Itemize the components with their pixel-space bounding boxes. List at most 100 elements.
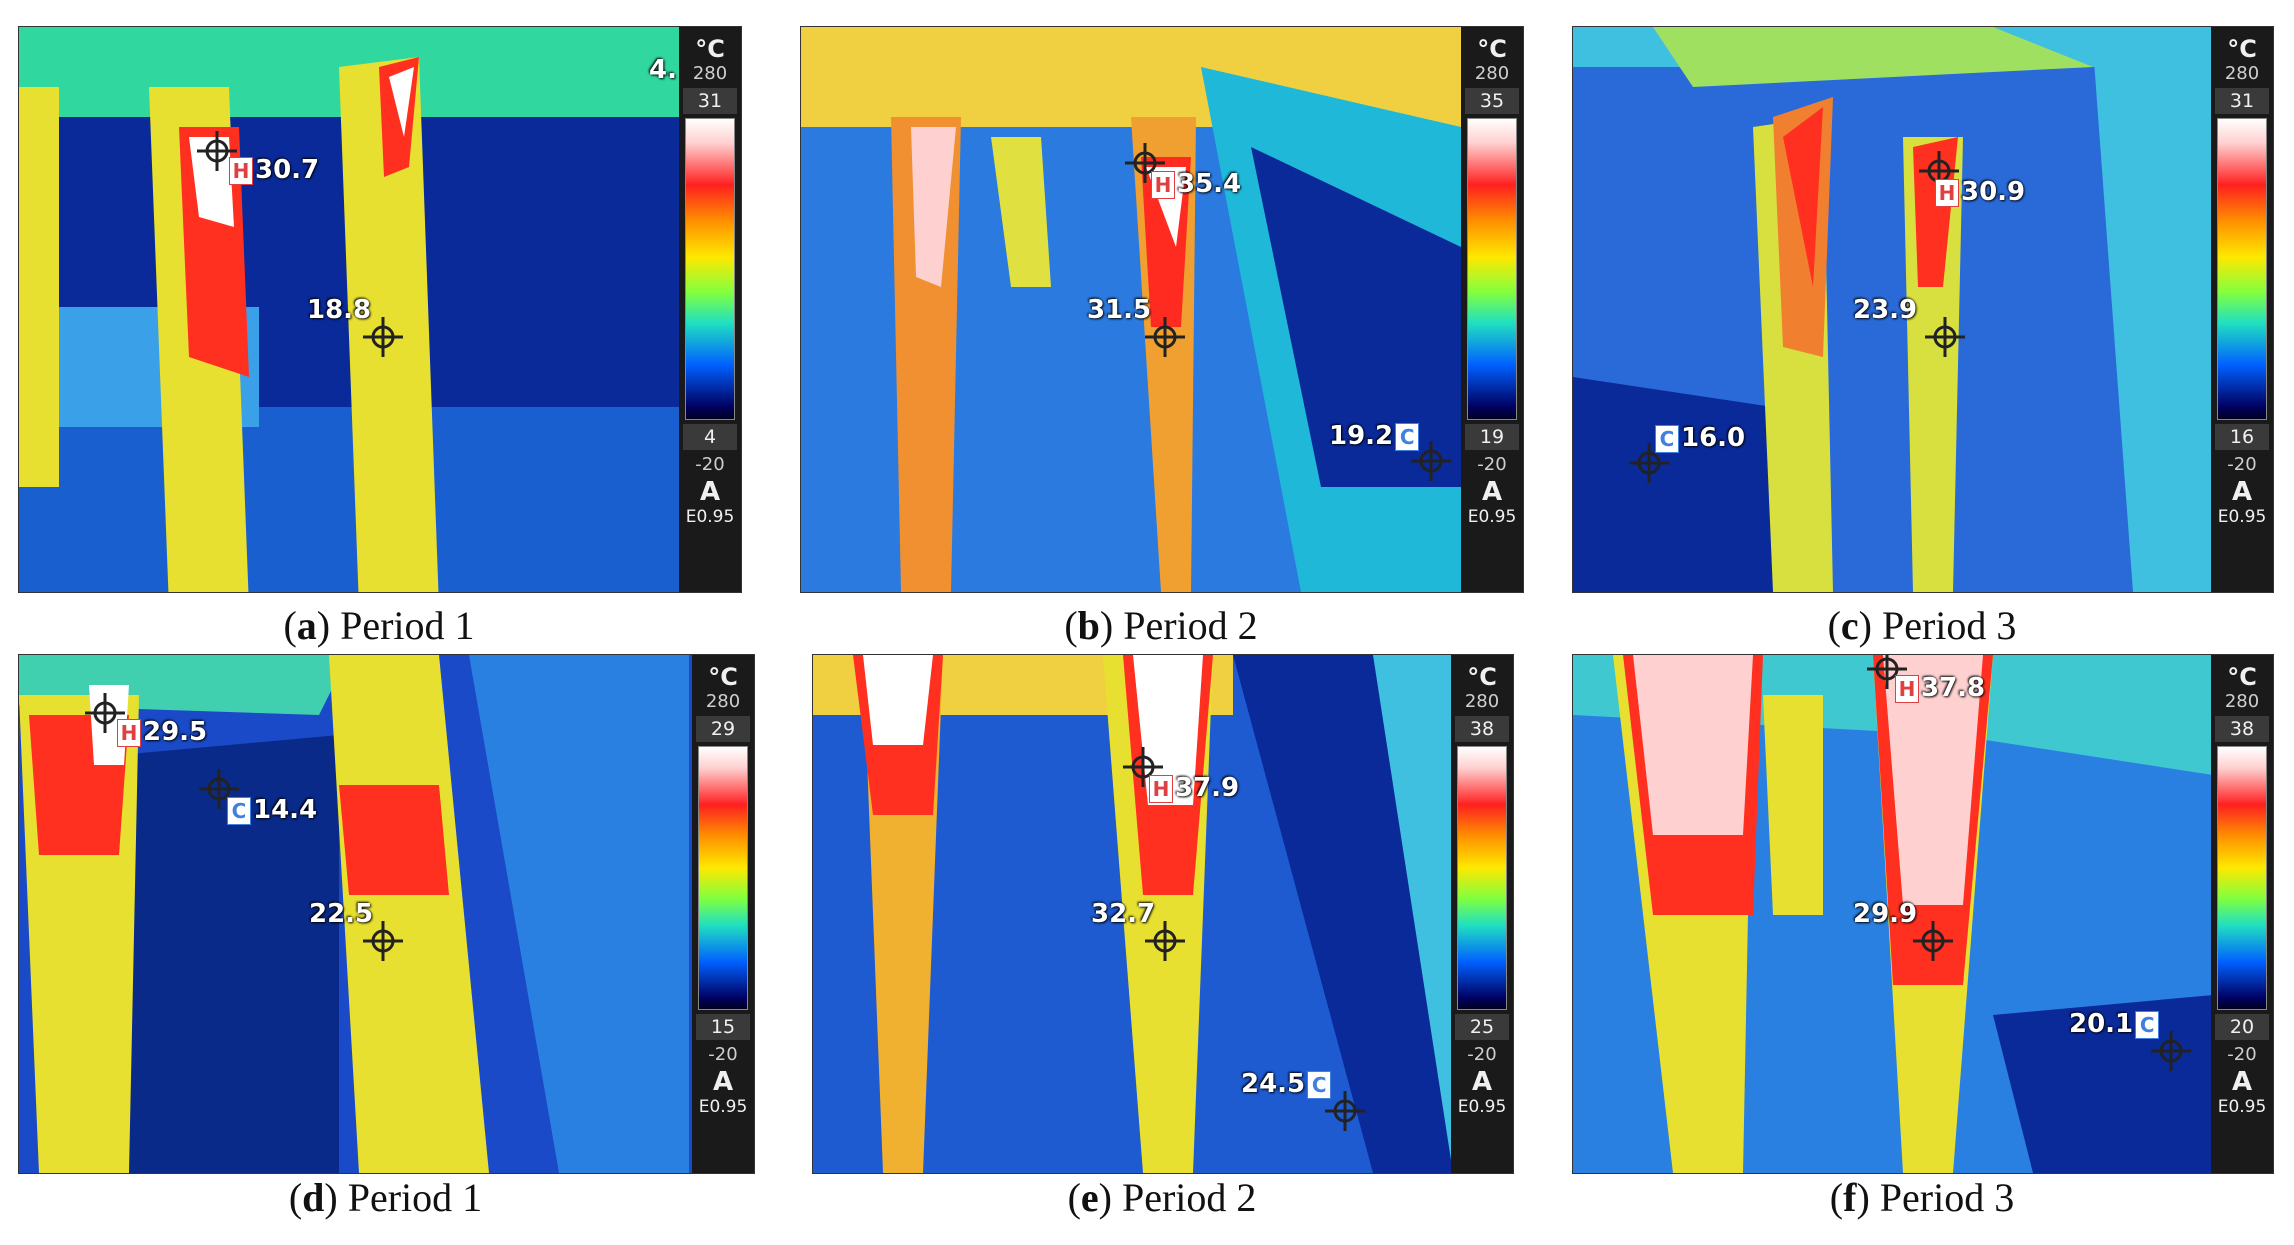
caption-period: Period 3 <box>1881 603 2017 648</box>
cold-tag: C <box>1655 425 1679 453</box>
scale-min: 19 <box>1465 424 1519 450</box>
crosshair-icon <box>1411 441 1451 481</box>
spot-marker: 31.5 <box>1087 295 1151 325</box>
thermal-image-a: °C 280 31 4 -20 A E0.95 H 30.7 18.8 4. <box>18 26 742 593</box>
scale-max: 38 <box>2215 716 2269 742</box>
cold-marker: 20.1 C <box>2069 1009 2161 1039</box>
marker-value: 22.5 <box>309 899 374 929</box>
thermal-scene-d <box>19 655 754 1173</box>
caption-period: Period 3 <box>1879 1175 2015 1220</box>
crosshair-icon <box>363 921 403 961</box>
thermal-image-d: °C 280 29 15 -20 A E0.95 H 29.5 C 14.4 22.… <box>18 654 755 1174</box>
cold-marker: 24.5 C <box>1241 1069 1333 1099</box>
hot-marker: H 35.4 <box>1151 169 1241 199</box>
scale-min: 25 <box>1455 1014 1509 1040</box>
scale-min: 16 <box>2215 424 2269 450</box>
thermal-image-c: °C 280 31 16 -20 A E0.95 H 30.9 23.9 C 16.… <box>1572 26 2274 593</box>
cold-marker: 19.2 C <box>1329 421 1421 451</box>
caption-letter: a <box>296 603 317 648</box>
scale-emissivity: E0.95 <box>1457 1097 1507 1117</box>
scale-unit: °C <box>1477 35 1507 63</box>
scale-max: 29 <box>696 716 750 742</box>
scale-range-min: -20 <box>2227 454 2257 475</box>
scale-max: 35 <box>1465 88 1519 114</box>
scale-mode: A <box>2231 1067 2253 1097</box>
scale-unit: °C <box>1467 663 1497 691</box>
marker-value: 30.7 <box>255 155 320 185</box>
scale-mode: A <box>2231 477 2253 507</box>
cut-marker: 4. <box>649 55 677 85</box>
color-bar <box>1457 746 1507 1010</box>
marker-value: 37.9 <box>1175 773 1240 803</box>
scale-range-max: 280 <box>692 63 728 84</box>
hot-marker: H 30.9 <box>1935 177 2025 207</box>
crosshair-icon <box>1145 921 1185 961</box>
scale-max: 38 <box>1455 716 1509 742</box>
hot-tag: H <box>229 157 253 185</box>
caption-period: Period 2 <box>1121 1175 1257 1220</box>
hot-tag: H <box>1151 171 1175 199</box>
caption-letter: c <box>1840 603 1859 648</box>
scale-max: 31 <box>2215 88 2269 114</box>
scale-min: 4 <box>683 424 737 450</box>
scale-range-max: 280 <box>1474 63 1510 84</box>
color-bar <box>2217 118 2267 420</box>
scale-range-max: 280 <box>705 691 741 712</box>
marker-value: 20.1 <box>2069 1009 2134 1039</box>
scale-emissivity: E0.95 <box>2217 507 2267 527</box>
temperature-scale: °C 280 38 20 -20 A E0.95 <box>2211 655 2273 1173</box>
thermal-image-b: °C 280 35 19 -20 A E0.95 H 35.4 31.5 19.2… <box>800 26 1524 593</box>
caption-e: (e) Period 2 <box>1067 1175 1257 1220</box>
thermal-image-e: °C 280 38 25 -20 A E0.95 H 37.9 32.7 24.5… <box>812 654 1514 1174</box>
scale-emissivity: E0.95 <box>2217 1097 2267 1117</box>
caption-d: (d) Period 1 <box>288 1175 483 1220</box>
scale-emissivity: E0.95 <box>685 507 735 527</box>
spot-marker: 29.9 <box>1853 899 1917 929</box>
marker-value: 29.5 <box>143 717 208 747</box>
scale-mode: A <box>712 1067 734 1097</box>
caption-f: (f) Period 3 <box>1829 1175 2015 1220</box>
scale-range-max: 280 <box>1464 691 1500 712</box>
cold-tag: C <box>1307 1071 1332 1099</box>
hot-marker: H 29.5 <box>117 717 207 747</box>
scale-unit: °C <box>2227 35 2257 63</box>
hot-marker: H 37.9 <box>1149 773 1239 803</box>
caption-letter: b <box>1077 603 1100 648</box>
color-bar <box>685 118 735 420</box>
temperature-scale: °C 280 35 19 -20 A E0.95 <box>1461 27 1523 592</box>
scale-max: 31 <box>683 88 737 114</box>
hot-tag: H <box>1935 179 1959 207</box>
spot-marker: 23.9 <box>1853 295 1917 325</box>
scale-emissivity: E0.95 <box>1467 507 1517 527</box>
scale-range-min: -20 <box>2227 1044 2257 1065</box>
temperature-scale: °C 280 31 4 -20 A E0.95 <box>679 27 741 592</box>
crosshair-icon <box>1867 655 1907 689</box>
marker-value: 4. <box>649 55 677 85</box>
thermal-scene-e <box>813 655 1513 1173</box>
scale-range-min: -20 <box>708 1044 738 1065</box>
caption-a: (a) Period 1 <box>283 603 475 648</box>
marker-value: 30.9 <box>1961 177 2026 207</box>
scale-mode: A <box>1481 477 1503 507</box>
scale-unit: °C <box>2227 663 2257 691</box>
scale-unit: °C <box>695 35 725 63</box>
scale-range-min: -20 <box>1477 454 1507 475</box>
crosshair-icon <box>1629 443 1669 483</box>
marker-value: 31.5 <box>1087 295 1152 325</box>
spot-marker: 22.5 <box>309 899 373 929</box>
marker-value: 18.8 <box>307 295 372 325</box>
scale-unit: °C <box>708 663 738 691</box>
cold-marker: C 14.4 <box>227 795 317 825</box>
thermal-scene-b <box>801 27 1523 592</box>
marker-value: 24.5 <box>1241 1069 1306 1099</box>
color-bar <box>698 746 748 1010</box>
scale-mode: A <box>1471 1067 1493 1097</box>
crosshair-icon <box>199 769 239 809</box>
scale-range-min: -20 <box>695 454 725 475</box>
scale-emissivity: E0.95 <box>698 1097 748 1117</box>
hot-marker: H 30.7 <box>229 155 319 185</box>
thermal-image-f: °C 280 38 20 -20 A E0.95 H 37.8 29.9 20.1… <box>1572 654 2274 1174</box>
scale-range-max: 280 <box>2224 63 2260 84</box>
caption-b: (b) Period 2 <box>1064 603 1258 648</box>
marker-value: 32.7 <box>1091 899 1156 929</box>
